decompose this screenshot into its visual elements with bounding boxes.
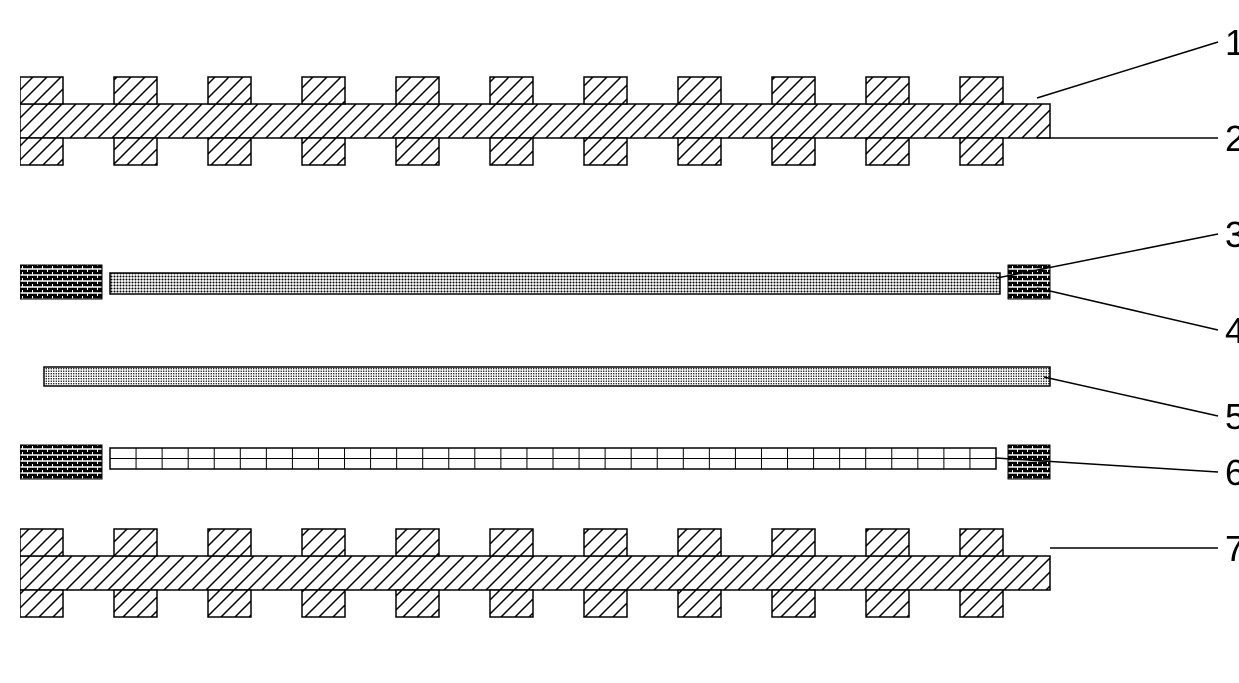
label-5: 5 <box>1225 396 1239 438</box>
fuel-cell-diagram: 1 2 3 4 5 6 7 <box>20 20 1239 663</box>
label-3: 3 <box>1225 214 1239 256</box>
diagram-svg <box>20 20 1239 663</box>
label-7: 7 <box>1225 528 1239 570</box>
label-6: 6 <box>1225 452 1239 494</box>
label-1: 1 <box>1225 22 1239 64</box>
label-2: 2 <box>1225 118 1239 160</box>
label-4: 4 <box>1225 310 1239 352</box>
